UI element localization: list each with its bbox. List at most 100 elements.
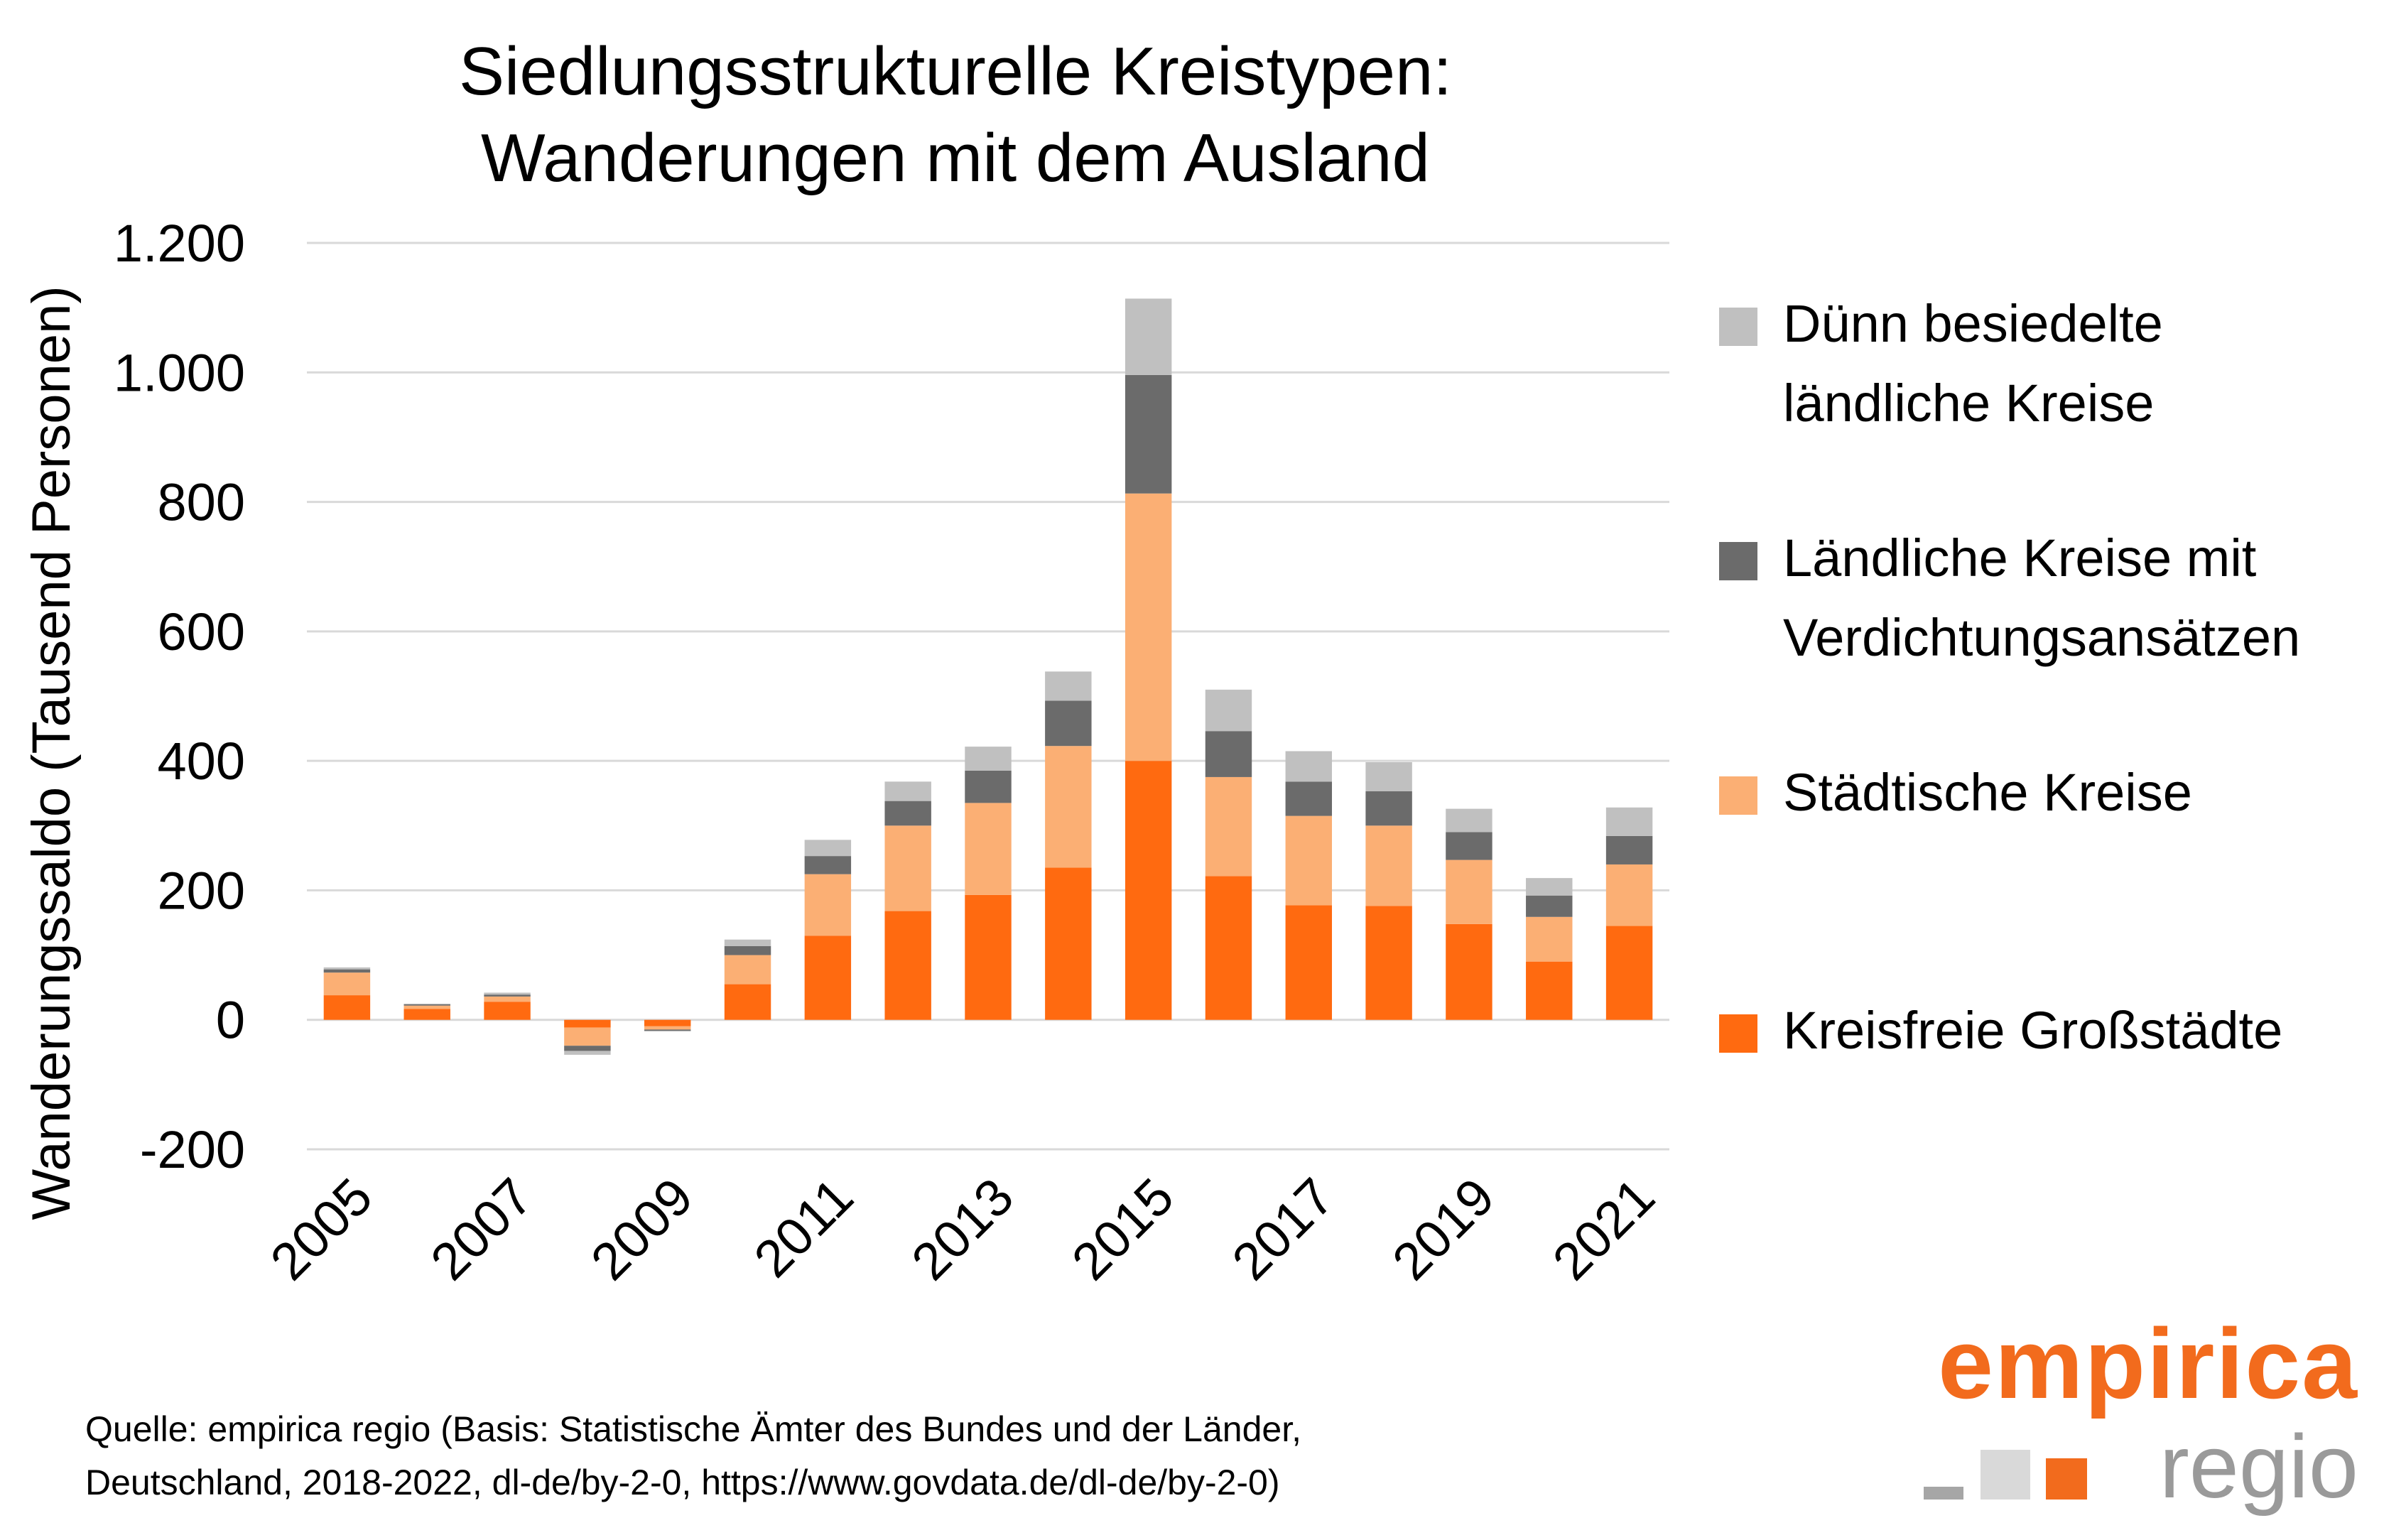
bar-segment: [1526, 878, 1573, 896]
bar-segment: [1526, 961, 1573, 1020]
bar-segment: [1045, 746, 1092, 868]
bar-segment: [323, 995, 371, 1020]
bar-segment: [804, 874, 852, 936]
bar-segment: [724, 939, 771, 946]
bar-segment: [804, 840, 852, 857]
x-tick-label: 2019: [1381, 1167, 1505, 1291]
x-tick-label: 2011: [742, 1167, 864, 1289]
bar-segment: [1285, 751, 1333, 782]
y-tick-label: 400: [158, 732, 245, 791]
bar-segment: [884, 801, 931, 826]
bar-segment: [564, 1027, 611, 1046]
x-tick-label: 2015: [1061, 1167, 1185, 1291]
legend-swatch: [1719, 542, 1757, 580]
bar-segment: [965, 770, 1012, 803]
bar-segment: [644, 1019, 691, 1026]
bar-segment: [724, 955, 771, 985]
legend-swatch: [1719, 1014, 1757, 1053]
y-axis-label: Wanderungssaldo (Tausend Personen): [21, 286, 82, 1220]
empirica-regio-logo: empirica regio: [1904, 1311, 2358, 1524]
chart-title-line-2: Wanderungen mit dem Ausland: [481, 120, 1430, 196]
y-tick-label: 1.000: [114, 343, 245, 402]
bars: [323, 298, 1653, 1055]
bar-segment: [1205, 689, 1252, 732]
bar-segment: [564, 1046, 611, 1051]
logo-word-regio: regio: [2159, 1416, 2358, 1517]
y-axis-ticks: -200 0 200 400 600 800 1.000 1.200: [114, 214, 245, 1179]
bar-segment: [884, 825, 931, 911]
bar-segment: [1285, 781, 1333, 816]
x-tick-label: 2021: [1542, 1167, 1666, 1291]
bar-segment: [1365, 825, 1412, 906]
legend-swatch: [1719, 776, 1757, 815]
chart-title-line-1: Siedlungsstrukturelle Kreistypen:: [458, 33, 1453, 109]
bar-segment: [1365, 906, 1412, 1020]
bar-segment: [1605, 807, 1653, 836]
bar-segment: [484, 992, 531, 995]
bar-segment: [484, 1002, 531, 1020]
bar-segment: [804, 936, 852, 1020]
y-tick-label: 0: [216, 991, 245, 1050]
bar-segment: [965, 747, 1012, 771]
legend-label: ländliche Kreise: [1783, 374, 2155, 433]
legend-label: Dünn besiedelte: [1783, 294, 2163, 353]
bar-segment: [1125, 374, 1172, 494]
bar-segment: [1285, 815, 1333, 906]
legend-label: Städtische Kreise: [1783, 763, 2192, 822]
bar-segment: [1285, 905, 1333, 1020]
bar-segment: [884, 781, 931, 801]
bar-segment: [484, 996, 531, 1002]
y-tick-label: 600: [158, 602, 245, 661]
bar-segment: [1365, 761, 1412, 791]
x-tick-label: 2013: [900, 1167, 1024, 1291]
bar-segment: [323, 972, 371, 996]
bar-segment: [1605, 864, 1653, 926]
bar-segment: [965, 803, 1012, 895]
x-tick-label: 2007: [419, 1167, 543, 1291]
x-tick-label: 2009: [580, 1167, 704, 1291]
legend-swatch: [1719, 308, 1757, 346]
bar-segment: [1446, 808, 1492, 833]
logo-square-orange: [2046, 1458, 2087, 1500]
bar-segment: [1446, 860, 1492, 924]
x-tick-label: 2005: [259, 1167, 384, 1291]
bar-segment: [1605, 926, 1653, 1020]
y-tick-label: -200: [140, 1120, 245, 1179]
bar-segment: [1205, 731, 1252, 777]
legend-label: Verdichtungsansätzen: [1783, 608, 2301, 667]
bar-segment: [1045, 867, 1092, 1020]
y-tick-label: 800: [158, 473, 245, 532]
bar-segment: [403, 1004, 450, 1006]
bar-segment: [1446, 832, 1492, 860]
logo-square-light: [1981, 1450, 2030, 1500]
legend-label: Kreisfreie Großstädte: [1783, 1001, 2283, 1060]
bar-segment: [1125, 493, 1172, 761]
bar-segment: [323, 969, 371, 973]
bar-segment: [484, 994, 531, 997]
bar-segment: [1045, 671, 1092, 701]
bar-segment: [403, 1009, 450, 1020]
bar-segment: [1365, 791, 1412, 826]
source-line-2: Deutschland, 2018-2022, dl-de/by-2-0, ht…: [85, 1463, 1280, 1502]
bar-segment: [1605, 835, 1653, 864]
x-axis-ticks: 2005 2007 2009 2011 2013 2015 2017 2019 2021: [259, 1167, 1666, 1291]
bar-segment: [965, 894, 1012, 1020]
logo-word-empirica: empirica: [1938, 1308, 2358, 1419]
bar-segment: [724, 984, 771, 1020]
bar-segment: [1526, 916, 1573, 962]
legend-label: Ländliche Kreise mit: [1783, 528, 2257, 587]
source-note: Quelle: empirica regio (Basis: Statistis…: [85, 1403, 1301, 1509]
source-line-1: Quelle: empirica regio (Basis: Statistis…: [85, 1409, 1301, 1449]
bar-segment: [724, 945, 771, 955]
bar-segment: [564, 1019, 611, 1028]
y-tick-label: 200: [158, 861, 245, 920]
y-tick-label: 1.200: [114, 214, 245, 273]
bar-segment: [1205, 776, 1252, 877]
bar-segment: [644, 1029, 691, 1031]
x-tick-label: 2017: [1221, 1167, 1345, 1291]
bar-segment: [884, 911, 931, 1020]
bar-segment: [403, 1005, 450, 1009]
bar-segment: [1205, 876, 1252, 1020]
chart-title: Siedlungsstrukturelle Kreistypen: Wander…: [298, 28, 1613, 202]
